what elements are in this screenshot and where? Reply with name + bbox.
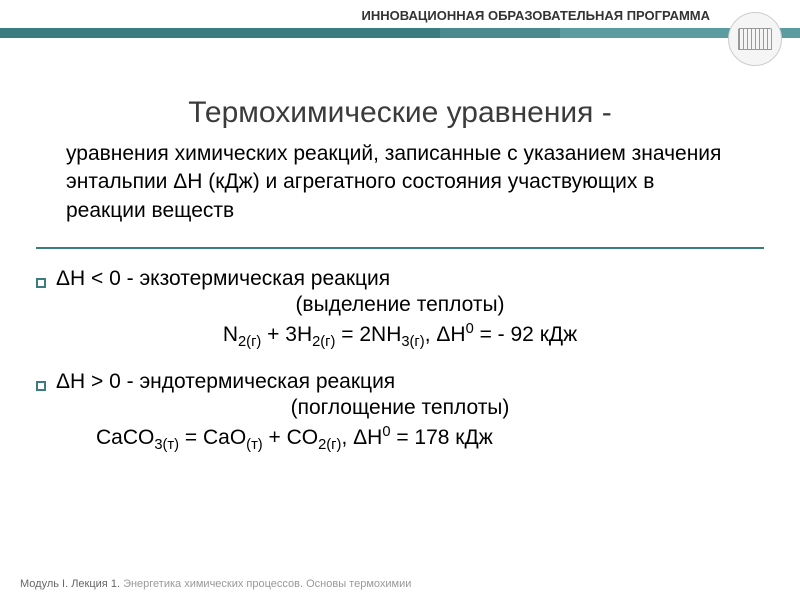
bullet-icon xyxy=(36,278,46,288)
exothermic-block: ΔН < 0 ‑ экзотермическая реакция (выделе… xyxy=(36,267,764,350)
endothermic-block: ΔН > 0 ‑ эндотермическая реакция (поглощ… xyxy=(36,370,764,453)
slide-content: Термохимические уравнения - уравнения хи… xyxy=(0,36,800,493)
eq-part: = CaO xyxy=(179,426,246,449)
endothermic-condition: ΔН > 0 ‑ эндотермическая реакция xyxy=(36,370,764,394)
eq-part: = 2NH xyxy=(335,323,401,346)
section-divider xyxy=(36,247,764,249)
eq-part: , ΔН xyxy=(425,323,466,346)
footer-module: Модуль I. Лекция 1. xyxy=(20,578,123,590)
eq-sub: 2(г) xyxy=(238,334,261,350)
eq-sup: 0 xyxy=(466,321,474,337)
footer: Модуль I. Лекция 1. Энергетика химически… xyxy=(20,578,411,590)
logo-building-icon xyxy=(738,28,772,50)
eq-part: + 3H xyxy=(261,323,312,346)
exothermic-condition: ΔН < 0 ‑ экзотермическая реакция xyxy=(36,267,764,291)
eq-part: = ‑ 92 кДж xyxy=(474,323,577,346)
eq-sub: (т) xyxy=(246,437,263,453)
eq-sub: 3(т) xyxy=(154,437,179,453)
eq-sub: 2(г) xyxy=(318,437,341,453)
eq-part: N xyxy=(223,323,238,346)
eq-part: + CO xyxy=(263,426,318,449)
header-accent-bar xyxy=(0,28,800,38)
endothermic-note: (поглощение теплоты) xyxy=(36,396,764,420)
exothermic-equation: N2(г) + 3H2(г) = 2NH3(г), ΔН0 = ‑ 92 кДж xyxy=(36,321,764,350)
endothermic-equation: CaCO3(т) = CaO(т) + CO2(г), ΔН0 = 178 кД… xyxy=(36,424,764,453)
eq-part: CaCO xyxy=(96,426,154,449)
eq-part: = 178 кДж xyxy=(390,426,492,449)
endothermic-condition-text: ΔН > 0 ‑ эндотермическая реакция xyxy=(56,370,395,394)
exothermic-note: (выделение теплоты) xyxy=(36,293,764,317)
header-program-label: ИННОВАЦИОННАЯ ОБРАЗОВАТЕЛЬНАЯ ПРОГРАММА xyxy=(362,8,710,23)
header-bar: ИННОВАЦИОННАЯ ОБРАЗОВАТЕЛЬНАЯ ПРОГРАММА xyxy=(0,0,800,36)
eq-sub: 3(г) xyxy=(401,334,424,350)
footer-topic: Энергетика химических процессов. Основы … xyxy=(123,578,411,590)
bullet-icon xyxy=(36,381,46,391)
eq-sub: 2(г) xyxy=(312,334,335,350)
slide-title: Термохимические уравнения - xyxy=(36,96,764,130)
definition-text: уравнения химических реакций, записанные… xyxy=(36,140,764,225)
eq-part: , ΔН xyxy=(341,426,382,449)
exothermic-condition-text: ΔН < 0 ‑ экзотермическая реакция xyxy=(56,267,390,291)
institution-logo xyxy=(728,12,782,66)
